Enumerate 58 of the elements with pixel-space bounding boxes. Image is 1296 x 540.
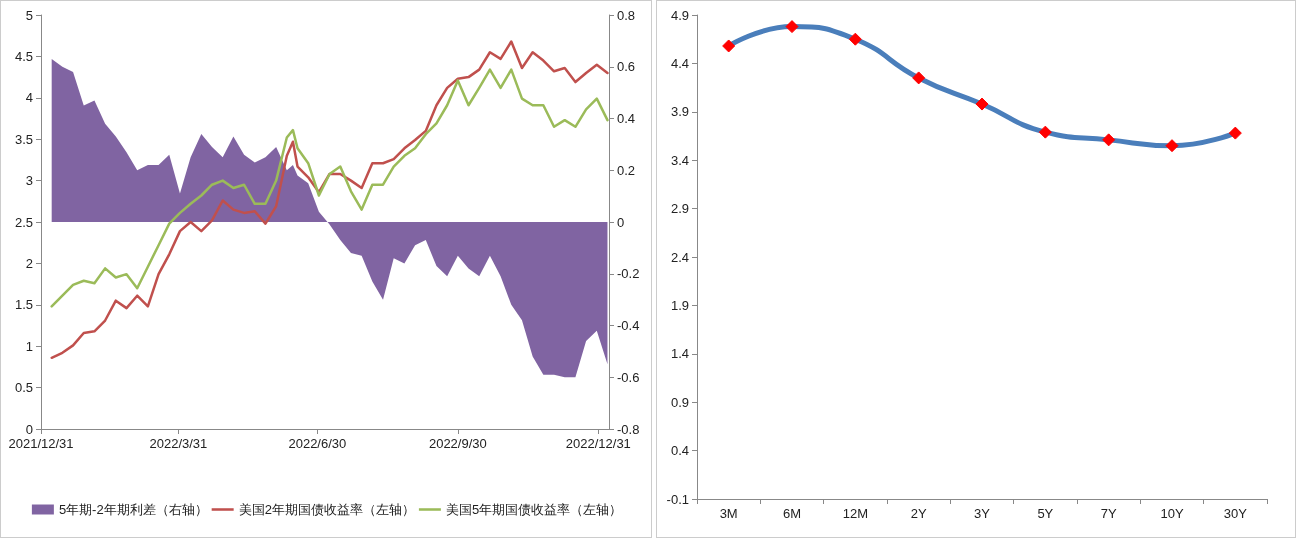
point <box>785 20 799 34</box>
x-tick-label: 2022/12/31 <box>565 436 631 451</box>
point <box>912 71 926 85</box>
y-tick-label: 3.9 <box>670 104 689 120</box>
y-tick-label: 4.4 <box>670 55 689 71</box>
x-tick-label: 2022/6/30 <box>288 436 347 451</box>
y-tick-label: 0.4 <box>670 443 689 459</box>
y-tick-label: 1.5 <box>14 297 33 313</box>
line-series <box>50 68 609 308</box>
legend-label: 美国2年期国债收益率（左轴） <box>238 502 415 517</box>
x-tick-label: 12M <box>842 506 868 521</box>
y-tick-label: 4 <box>25 90 33 106</box>
point <box>1165 139 1179 153</box>
x-tick-label: 7Y <box>1100 506 1117 521</box>
y-tick-label: 2 <box>25 255 33 271</box>
x-tick-label: 2021/12/31 <box>8 436 74 451</box>
x-tick-label: 6M <box>782 506 802 521</box>
y2-tick-label: 0.4 <box>617 111 636 126</box>
y2-tick-label: -0.4 <box>617 318 640 333</box>
x-tick-label: 2022/3/31 <box>149 436 208 451</box>
y2-tick-label: -0.2 <box>617 266 640 282</box>
y-tick-label: 5 <box>25 7 33 23</box>
y-tick-label: 3.5 <box>14 131 33 147</box>
point <box>975 97 989 111</box>
y-tick-label: 1 <box>25 338 33 354</box>
point <box>1228 126 1242 140</box>
x-tick-label: 30Y <box>1223 506 1248 521</box>
x-tick-label: 2Y <box>910 506 927 521</box>
legend-label: 美国5年期国债收益率（左轴） <box>445 502 623 517</box>
point <box>1102 133 1116 147</box>
y2-tick-label: 0.6 <box>617 59 636 75</box>
x-tick-label: 10Y <box>1160 506 1184 521</box>
y-tick-label: 3.4 <box>670 152 689 168</box>
point <box>722 39 736 53</box>
y-tick-label: 1.4 <box>670 346 689 362</box>
x-tick-label: 3Y <box>974 506 991 521</box>
y-tick-label: 2.9 <box>670 201 689 217</box>
y-tick-label: 3 <box>25 173 33 189</box>
x-tick-label: 5Y <box>1037 506 1054 521</box>
y2-tick-label: 0.8 <box>617 7 636 23</box>
y-tick-label: 1.9 <box>670 297 689 313</box>
point <box>848 32 862 46</box>
legend-label: 5年期-2年期利差（右轴） <box>58 502 208 517</box>
y-tick-label: 4.5 <box>14 48 33 64</box>
y2-tick-label: -0.8 <box>617 421 640 437</box>
y-tick-label: 0 <box>25 421 33 437</box>
y-tick-label: 0.5 <box>14 380 33 396</box>
y2-tick-label: -0.6 <box>617 369 640 385</box>
y2-tick-label: 0 <box>617 214 625 230</box>
y-tick-label: 2.5 <box>14 214 33 230</box>
y-tick-label: 0.9 <box>670 394 689 410</box>
y2-tick-label: 0.2 <box>617 162 636 178</box>
x-tick-label: 3M <box>719 506 738 521</box>
y-tick-label: 4.9 <box>670 7 689 23</box>
point <box>1038 125 1052 139</box>
y-tick-label: 2.4 <box>670 249 689 265</box>
x-tick-label: 2022/9/30 <box>428 436 487 451</box>
y-tick-label: -0.1 <box>666 491 689 507</box>
